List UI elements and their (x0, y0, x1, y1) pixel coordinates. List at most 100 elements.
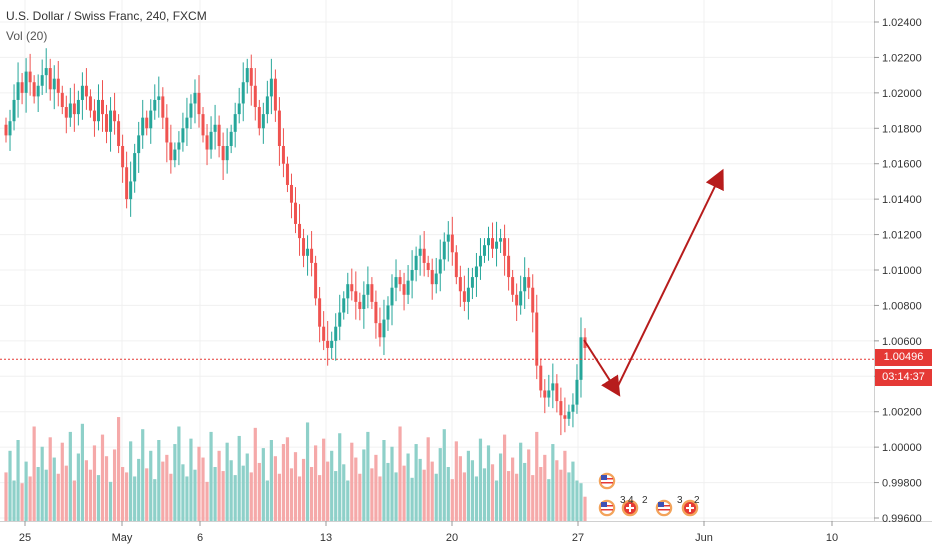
candle-body (169, 142, 173, 161)
volume-bar (474, 476, 479, 521)
volume-bar (430, 461, 434, 521)
volume-bar (209, 431, 213, 521)
volume-bar (305, 422, 310, 521)
candle-body (390, 287, 394, 306)
forecast-arrow-up (615, 168, 724, 391)
candle-body (342, 298, 346, 313)
volume-bar (326, 461, 330, 521)
volume-bar (482, 468, 487, 521)
volume-bar (189, 438, 193, 521)
candle-body (201, 114, 205, 136)
candle-body (579, 337, 583, 380)
candle-body (314, 262, 318, 299)
volume-bar (68, 431, 72, 521)
volume-bar (330, 450, 334, 521)
us-flag-canton (601, 475, 607, 480)
swiss-flag-icon[interactable] (620, 498, 640, 518)
us-flag-stripe (601, 509, 613, 511)
volume-indicator-label[interactable]: Vol (20) (6, 29, 48, 43)
us-flag-icon[interactable] (654, 498, 674, 518)
candle-body (249, 68, 253, 86)
volume-bar (362, 449, 366, 521)
candle-body (277, 110, 281, 146)
symbol-title[interactable]: U.S. Dollar / Swiss Franc, 240, FXCM (6, 9, 207, 23)
us-flag-icon[interactable] (597, 471, 617, 491)
candle-body (378, 323, 382, 338)
volume-bar (169, 473, 173, 521)
volume-bar (535, 431, 539, 521)
candle-body (32, 82, 36, 97)
volume-bar (269, 440, 273, 521)
candle-body (474, 266, 478, 278)
candle-body (346, 284, 350, 299)
candle-body (145, 117, 149, 129)
volume-bar (217, 450, 221, 521)
candle-body (571, 404, 575, 412)
event-count-label: 2 (694, 495, 700, 506)
candle-body (133, 153, 137, 182)
volume-bar (454, 441, 458, 521)
volume-bar (48, 437, 52, 521)
volume-bar (498, 453, 503, 521)
candle-body (36, 85, 40, 97)
volume-bar (406, 453, 410, 521)
swiss-flag-icon[interactable] (680, 498, 700, 518)
volume-bar (309, 467, 314, 521)
volume-bar (20, 483, 24, 521)
volume-bar (36, 467, 40, 521)
volume-bar (249, 472, 253, 521)
candle-body (56, 78, 60, 93)
volume-bar (60, 442, 64, 521)
price-tick-label: 0.99600 (882, 513, 922, 525)
candle-body (257, 107, 261, 129)
time-axis[interactable]: 25 May 6 13 20 27 Jun 10 (19, 521, 838, 544)
candle-body (165, 117, 169, 143)
volume-bar (494, 480, 499, 521)
candle-body (294, 202, 297, 224)
candle-body (285, 163, 289, 185)
price-tick-label: 1.01000 (882, 265, 922, 277)
candle-body (125, 167, 129, 200)
volume-bar (583, 496, 587, 521)
forecast-arrow (583, 168, 724, 397)
volume-bar (579, 483, 583, 521)
volume-bar (390, 446, 394, 521)
candle-body (563, 415, 567, 419)
candle-body (113, 110, 117, 122)
volume-bar (543, 454, 547, 521)
candle-body (185, 117, 189, 129)
candle-body (519, 291, 523, 306)
candle-body (402, 284, 406, 295)
candle-body (527, 277, 531, 288)
candle-body (442, 241, 446, 260)
candle-body (193, 92, 197, 104)
candle-body (434, 273, 438, 285)
candle-body (438, 259, 442, 274)
candle-body (330, 340, 334, 348)
volume-bar (358, 473, 362, 521)
volume-bar (322, 438, 326, 521)
candle-body (406, 280, 410, 295)
candle-body (233, 114, 237, 132)
candle-body (40, 75, 44, 86)
volume-bar (519, 442, 523, 521)
candle-body (261, 114, 265, 129)
time-tick-label: Jun (695, 532, 713, 544)
volume-bar (446, 467, 450, 521)
volume-bar (297, 476, 302, 521)
volume-bar (434, 473, 438, 521)
time-tick-label: 20 (446, 532, 458, 544)
candle-body (374, 301, 378, 324)
candle-body (88, 96, 92, 111)
candle-body (430, 270, 434, 285)
volume-bar (318, 475, 322, 521)
candle-body (410, 270, 414, 281)
candle-body (28, 71, 32, 83)
candle-body (523, 277, 527, 292)
candle-body (121, 146, 125, 168)
us-flag-icon[interactable] (597, 498, 617, 518)
price-axis[interactable]: 1.02400 1.02200 1.02000 1.01800 1.01600 1.014… (874, 17, 922, 525)
time-tick-label: 27 (572, 532, 584, 544)
